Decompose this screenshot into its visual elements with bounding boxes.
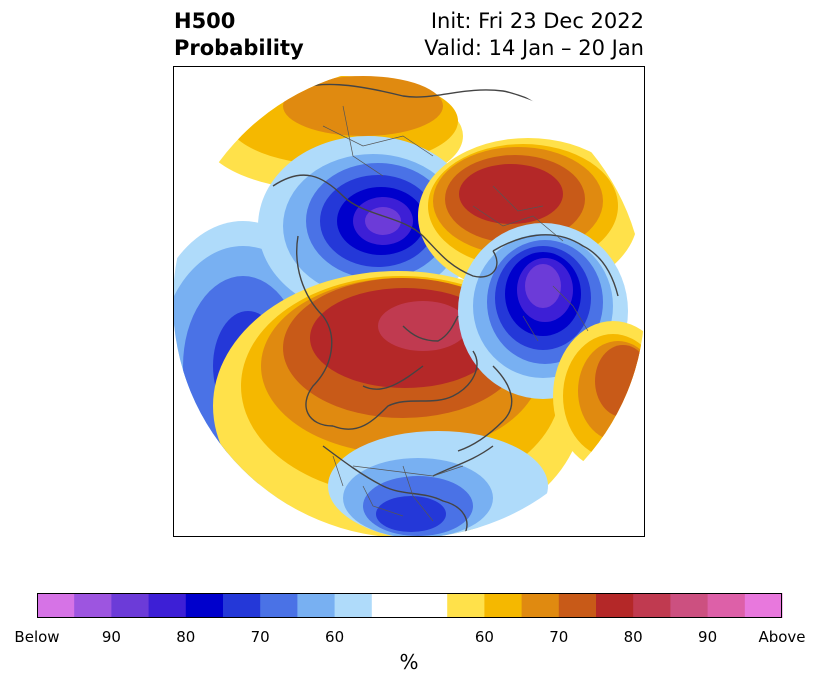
colorbar-cell-below [74,593,112,618]
title-product: Probability [174,36,304,60]
colorbar-tick-label: 70 [549,628,569,646]
colorbar-cell-below [37,593,75,618]
colorbar-cell-above [670,593,709,618]
colorbar-cell-above [558,593,597,618]
probability-map [173,66,645,537]
colorbar-cell-below [223,593,261,618]
valid-period: Valid: 14 Jan – 20 Jan [424,36,644,60]
colorbar-tick-label: Below [14,628,60,646]
colorbar-cell-neutral [371,593,448,618]
colorbar-tick-label: 80 [176,628,196,646]
colorbar-tick-label: 90 [101,628,121,646]
title-left: H500 Probability [174,8,304,62]
colorbar-cell-above [596,593,634,618]
colorbar-tick-label: Above [758,628,806,646]
colorbar-cell-above [484,593,523,618]
colorbar-cells [37,593,783,618]
colorbar-cell-below [297,593,336,618]
colorbar-cell-above [521,593,560,618]
colorbar-cell-above [633,593,671,618]
colorbar-tick-label: 60 [474,628,494,646]
colorbar-unit: % [399,650,419,674]
colorbar-frame [37,593,782,618]
colorbar-cell-above [707,593,746,618]
title-variable: H500 [174,9,236,33]
colorbar-tick-label: 80 [623,628,643,646]
colorbar-cell-below [334,593,373,618]
colorbar-tick-label: 60 [325,628,345,646]
title-right: Init: Fri 23 Dec 2022 Valid: 14 Jan – 20… [424,8,644,62]
political-borders [322,105,589,522]
colorbar [37,593,783,618]
colorbar-cell-above [744,593,783,618]
colorbar-cell-above [447,593,485,618]
init-date: Init: Fri 23 Dec 2022 [430,9,644,33]
anomaly-europe-below [458,223,628,399]
anomaly-russia-below [258,136,478,316]
coastlines [272,83,619,537]
colorbar-cell-below [260,593,298,618]
colorbar-tick-label: 70 [250,628,270,646]
colorbar-cell-below [111,593,150,618]
colorbar-tick-label: 90 [698,628,718,646]
colorbar-cell-below [148,593,187,618]
colorbar-cell-below [185,593,224,618]
map-frame [173,66,645,537]
anomaly-us-below [328,431,548,537]
